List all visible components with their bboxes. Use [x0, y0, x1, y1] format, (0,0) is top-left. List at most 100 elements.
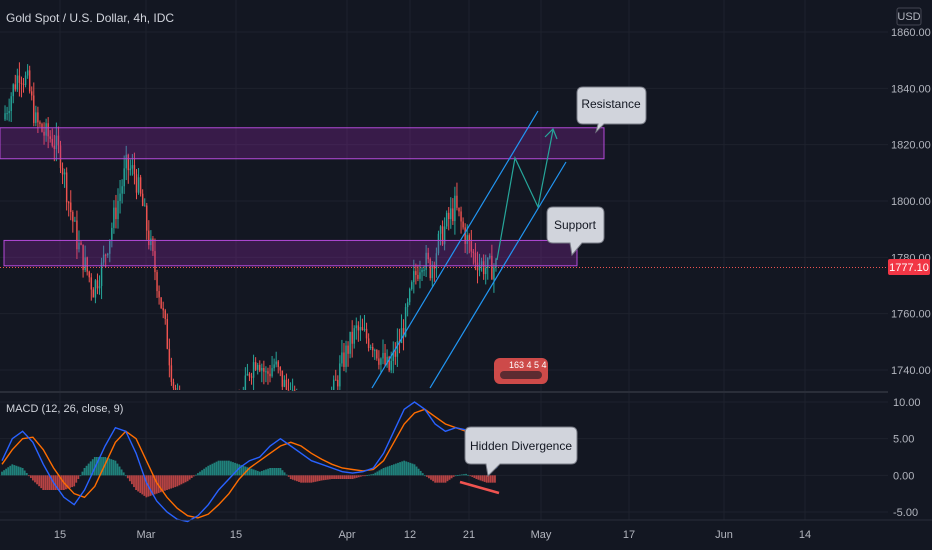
macd-hist-bar	[205, 467, 208, 476]
support-zone[interactable]	[3, 239, 578, 267]
divergence-line[interactable]	[459, 480, 500, 495]
candle-body	[472, 251, 475, 253]
macd-hist-bar	[170, 475, 173, 489]
macd-line	[1, 401, 498, 523]
candle-body	[437, 233, 440, 254]
macd-hist-bar	[85, 465, 88, 476]
channel-upper[interactable]	[371, 110, 539, 389]
candle-body	[474, 252, 477, 263]
macd-hist-bar	[405, 461, 408, 476]
macd-hist-bar	[124, 475, 127, 477]
candle-body	[45, 123, 47, 136]
macd-hist-bar	[382, 468, 385, 476]
candle-body	[275, 361, 277, 365]
candle-body	[246, 373, 249, 376]
macd-hist-bar	[89, 461, 92, 476]
macd-hist-bar	[450, 475, 453, 479]
candle-body	[281, 370, 284, 387]
macd-hist-bar	[155, 475, 158, 494]
channel-lower[interactable]	[429, 161, 567, 389]
macd-tick-label: 10.00	[893, 397, 921, 409]
price-tick-label: 1860.00	[891, 27, 931, 39]
candle-body	[76, 220, 78, 250]
macd-hist-bar	[207, 465, 210, 476]
candle-body	[148, 230, 150, 246]
macd-hist-bar	[388, 465, 391, 476]
candle-body	[80, 242, 82, 245]
currency-badge[interactable]: USD	[896, 7, 922, 26]
macd-hist-bar	[300, 475, 302, 483]
macd-hist-bar	[293, 475, 296, 481]
macd-hist-bar	[438, 475, 441, 483]
macd-hist-bar	[44, 475, 47, 490]
macd-hist-bar	[240, 465, 243, 476]
candle-body	[131, 165, 134, 169]
macd-hist-bar	[267, 468, 269, 476]
macd-hist-bar	[374, 472, 377, 476]
macd-hist-bar	[331, 475, 333, 479]
macd-hist-bar	[434, 475, 437, 483]
macd-hist-bar	[116, 463, 119, 476]
current-price-text: 1777.10	[889, 262, 929, 274]
resistance-callout[interactable]: Resistance	[576, 86, 647, 134]
candle-body	[65, 172, 68, 203]
macd-hist-bar	[17, 466, 20, 476]
candle-body	[12, 84, 14, 97]
support-callout[interactable]: Support	[546, 206, 605, 257]
macd-hist-bar	[475, 475, 478, 479]
candle-body	[279, 367, 282, 371]
candle-body	[380, 358, 382, 365]
macd-hist-bar	[254, 470, 257, 476]
candle-body	[343, 352, 345, 367]
macd-hist-bar	[42, 475, 45, 490]
macd-hist-bar	[283, 472, 286, 476]
macd-hist-bar	[174, 475, 177, 488]
candle-body	[456, 195, 458, 208]
time-axis[interactable]: 15 Mar 15 Apr 12 21 May 17 Jun 14	[54, 529, 811, 541]
time-tick-label: Apr	[338, 529, 355, 541]
candle-body	[487, 257, 489, 268]
candle-body	[170, 365, 173, 382]
price-tick-label: 1740.00	[891, 365, 931, 377]
macd-hist-bar	[106, 457, 109, 476]
candles[interactable]	[4, 62, 497, 391]
candle-body	[339, 363, 341, 387]
candle-body	[392, 351, 394, 361]
candle-body	[345, 345, 347, 367]
candle-body	[349, 331, 351, 354]
macd-hist-bar	[285, 474, 288, 476]
macd-axis[interactable]: 10.00 5.00 0.00 -5.00	[893, 397, 921, 519]
candle-body	[291, 389, 294, 391]
macd-hist-bar	[27, 475, 30, 477]
indicator-badge[interactable]: 163 4 5 4	[494, 358, 548, 384]
candle-body	[351, 331, 353, 344]
candle-body	[115, 207, 117, 220]
candle-body	[72, 211, 74, 222]
macd-hist-bar	[337, 475, 340, 479]
candle-body	[94, 280, 97, 298]
macd-hist-bar	[219, 460, 222, 476]
candle-body	[113, 207, 115, 228]
trend-channel[interactable]	[371, 110, 567, 389]
divergence-callout[interactable]: Hidden Divergence	[464, 426, 578, 478]
projection-line[interactable]	[496, 129, 554, 261]
macd-hist-bar	[316, 475, 319, 482]
candle-body	[143, 205, 146, 207]
projection-path[interactable]	[496, 127, 558, 261]
candle-body	[382, 352, 384, 359]
macd-hist-bar	[409, 462, 412, 476]
candle-body	[458, 207, 460, 212]
candle-body	[427, 252, 429, 260]
candle-body	[150, 238, 152, 246]
candle-body	[166, 319, 169, 349]
candle-body	[491, 255, 493, 280]
candle-body	[127, 154, 129, 171]
candle-body	[394, 351, 397, 357]
macd-hist-bar	[190, 475, 193, 478]
candle-body	[61, 167, 64, 175]
macd-hist-bar	[291, 475, 294, 480]
macd-hist-bar	[351, 475, 354, 479]
price-axis[interactable]: 1860.001840.001820.001800.001780.001760.…	[891, 27, 931, 377]
resistance-zone[interactable]	[0, 127, 605, 160]
